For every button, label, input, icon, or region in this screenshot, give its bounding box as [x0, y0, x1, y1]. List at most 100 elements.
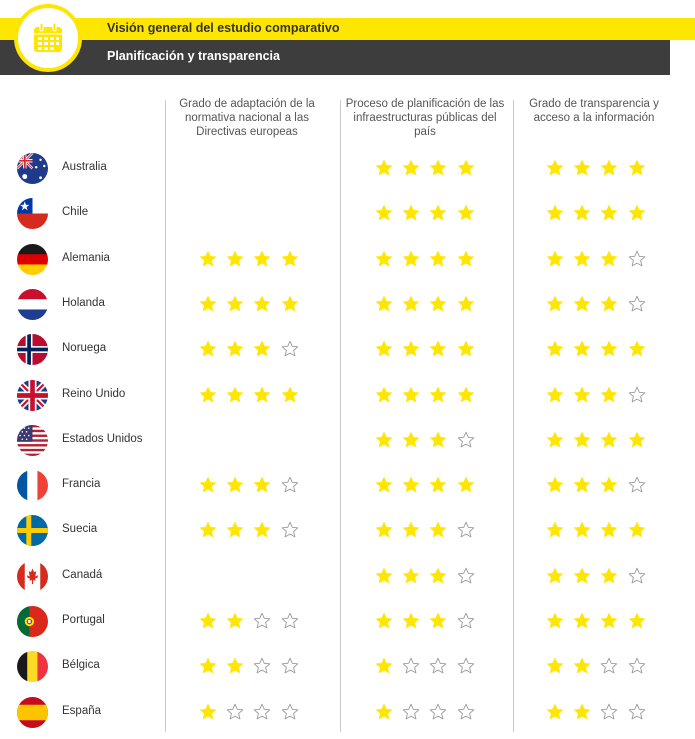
germany-flag-icon — [17, 243, 48, 275]
header-subtitle-bar — [0, 40, 670, 75]
star-filled-icon — [600, 295, 618, 312]
star-filled-icon — [429, 522, 447, 538]
star-filled-icon — [199, 386, 217, 402]
star-empty-icon — [628, 250, 646, 266]
table-row: Portugal — [0, 599, 695, 644]
star-filled-icon — [375, 205, 393, 221]
star-filled-icon — [429, 612, 447, 629]
country-name: Noruega — [62, 342, 107, 355]
star-filled-icon — [226, 476, 244, 493]
country-name: Australia — [62, 161, 107, 173]
star-empty-icon — [281, 522, 299, 538]
star-empty-icon — [253, 658, 271, 674]
star-empty-icon — [628, 567, 646, 584]
star-filled-icon — [573, 205, 591, 221]
star-filled-icon — [375, 703, 393, 719]
uk-flag-icon — [17, 379, 48, 411]
star-filled-icon — [402, 250, 420, 266]
country-name: Alemania — [62, 251, 110, 264]
star-filled-icon — [457, 476, 475, 493]
star-empty-icon — [281, 476, 299, 493]
star-filled-icon — [253, 295, 271, 312]
star-filled-icon — [573, 431, 591, 447]
star-filled-icon — [573, 567, 591, 583]
star-filled-icon — [457, 205, 475, 221]
star-filled-icon — [600, 567, 618, 583]
star-empty-icon — [628, 295, 646, 312]
star-filled-icon — [375, 431, 393, 447]
star-filled-icon — [226, 658, 244, 674]
column-header-planning: Proceso de planificación de las infraest… — [345, 98, 505, 138]
star-filled-icon — [281, 295, 299, 312]
australia-flag-icon — [17, 153, 48, 184]
star-filled-icon — [281, 250, 299, 266]
star-filled-icon — [573, 658, 591, 674]
star-filled-icon — [199, 476, 217, 493]
star-filled-icon — [375, 658, 393, 674]
header-title-bar — [0, 18, 695, 40]
star-filled-icon — [402, 205, 420, 221]
star-filled-icon — [573, 703, 591, 719]
star-filled-icon — [573, 522, 591, 538]
star-filled-icon — [402, 341, 420, 357]
star-empty-icon — [253, 703, 271, 719]
star-empty-icon — [253, 612, 271, 629]
star-filled-icon — [199, 295, 217, 312]
star-filled-icon — [429, 250, 447, 266]
star-filled-icon — [429, 295, 447, 312]
star-empty-icon — [281, 703, 299, 719]
page-subtitle: Planificación y transparencia — [107, 49, 280, 63]
column-divider — [513, 100, 514, 732]
country-name: Reino Unido — [62, 387, 126, 400]
country-name: Bélgica — [62, 659, 100, 672]
country-name: Suecia — [62, 523, 98, 536]
norway-flag-icon — [17, 334, 48, 366]
star-filled-icon — [402, 567, 420, 583]
star-empty-icon — [281, 612, 299, 629]
star-empty-icon — [628, 703, 646, 719]
star-empty-icon — [281, 658, 299, 674]
star-filled-icon — [199, 250, 217, 266]
spain-flag-icon — [17, 696, 48, 728]
star-filled-icon — [429, 431, 447, 447]
country-name: Estados Unidos — [62, 432, 143, 445]
star-filled-icon — [429, 159, 447, 176]
calendar-icon — [34, 22, 62, 52]
star-empty-icon — [628, 658, 646, 674]
chile-flag-icon — [17, 198, 48, 230]
country-name: España — [62, 704, 102, 717]
star-filled-icon — [429, 386, 447, 402]
star-filled-icon — [199, 703, 217, 719]
star-filled-icon — [429, 567, 447, 583]
star-filled-icon — [600, 250, 618, 266]
star-filled-icon — [375, 386, 393, 402]
star-empty-icon — [429, 658, 447, 674]
star-empty-icon — [457, 522, 475, 538]
star-filled-icon — [402, 295, 420, 312]
star-empty-icon — [600, 658, 618, 674]
star-filled-icon — [628, 205, 646, 221]
table-row: Suecia — [0, 508, 695, 553]
star-filled-icon — [402, 431, 420, 447]
star-filled-icon — [226, 386, 244, 402]
star-filled-icon — [253, 522, 271, 538]
star-filled-icon — [253, 476, 271, 493]
table-row: Chile — [0, 191, 695, 236]
country-name: Holanda — [62, 296, 105, 309]
star-filled-icon — [375, 567, 393, 583]
star-empty-icon — [600, 703, 618, 719]
star-empty-icon — [457, 431, 475, 448]
star-filled-icon — [375, 612, 393, 629]
star-filled-icon — [199, 341, 217, 357]
star-filled-icon — [573, 250, 591, 266]
star-filled-icon — [375, 159, 393, 176]
portugal-flag-icon — [17, 606, 48, 637]
star-filled-icon — [253, 386, 271, 402]
column-divider — [165, 100, 166, 732]
belgium-flag-icon — [17, 651, 48, 683]
table-row: Canadá — [0, 554, 695, 599]
star-filled-icon — [628, 431, 646, 447]
table-row: Francia — [0, 463, 695, 508]
star-filled-icon — [546, 386, 564, 402]
star-filled-icon — [546, 612, 564, 629]
